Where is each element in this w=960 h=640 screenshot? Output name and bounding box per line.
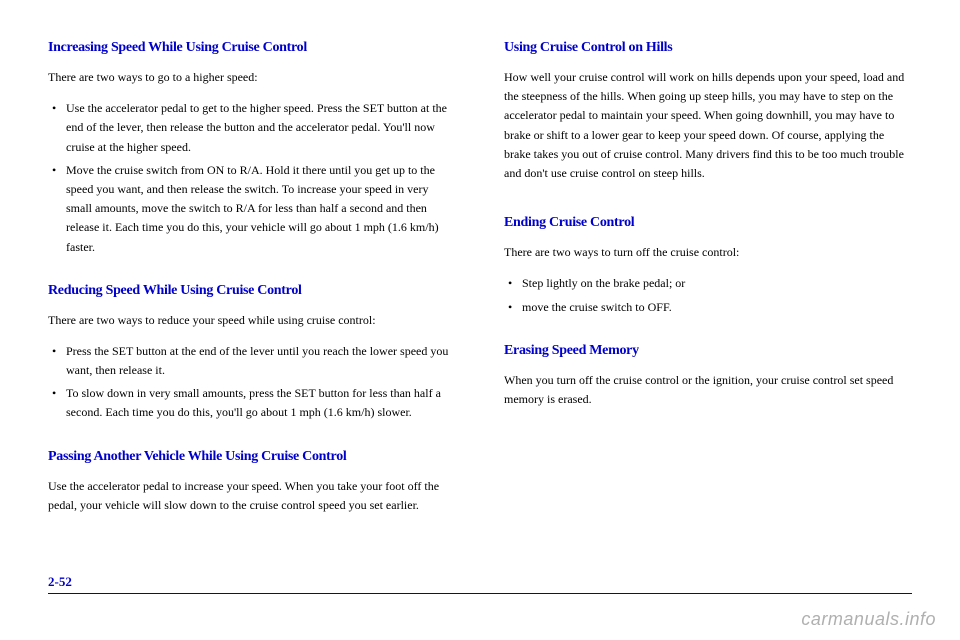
bullet: Step lightly on the brake pedal; or xyxy=(522,274,912,293)
bullets-ending: Step lightly on the brake pedal; or move… xyxy=(504,270,912,320)
bullets-reduce: Press the SET button at the end of the l… xyxy=(48,338,456,427)
heading-hills: Using Cruise Control on Hills xyxy=(504,40,912,56)
heading-passing: Passing Another Vehicle While Using Crui… xyxy=(48,449,456,465)
footer-divider xyxy=(48,593,912,594)
right-column: Using Cruise Control on Hills How well y… xyxy=(504,32,912,572)
page-content: Increasing Speed While Using Cruise Cont… xyxy=(0,0,960,592)
heading-erasing: Erasing Speed Memory xyxy=(504,343,912,359)
body-hills: How well your cruise control will work o… xyxy=(504,68,912,183)
bullet: Use the accelerator pedal to get to the … xyxy=(66,99,456,157)
body-erasing: When you turn off the cruise control or … xyxy=(504,371,912,409)
bullet: Move the cruise switch from ON to R/A. H… xyxy=(66,161,456,257)
body-passing: Use the accelerator pedal to increase yo… xyxy=(48,477,456,515)
left-column: Increasing Speed While Using Cruise Cont… xyxy=(48,32,456,572)
watermark: carmanuals.info xyxy=(801,609,936,630)
bullet: Press the SET button at the end of the l… xyxy=(66,342,456,380)
intro-increase: There are two ways to go to a higher spe… xyxy=(48,68,456,87)
page-number: 2-52 xyxy=(48,574,72,590)
heading-increase-speed: Increasing Speed While Using Cruise Cont… xyxy=(48,40,456,56)
bullet: To slow down in very small amounts, pres… xyxy=(66,384,456,422)
bullet: move the cruise switch to OFF. xyxy=(522,298,912,317)
heading-reduce-speed: Reducing Speed While Using Cruise Contro… xyxy=(48,283,456,299)
intro-ending: There are two ways to turn off the cruis… xyxy=(504,243,912,262)
intro-reduce: There are two ways to reduce your speed … xyxy=(48,311,456,330)
heading-ending: Ending Cruise Control xyxy=(504,215,912,231)
bullets-increase: Use the accelerator pedal to get to the … xyxy=(48,95,456,261)
